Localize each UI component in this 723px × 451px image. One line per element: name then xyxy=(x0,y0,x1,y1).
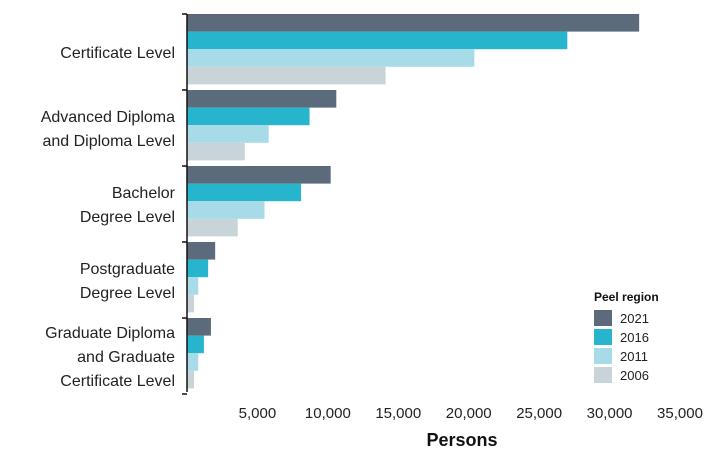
x-tick-label: 20,000 xyxy=(446,405,492,422)
bar-2016-cat-4 xyxy=(187,335,204,354)
x-tick-label: 15,000 xyxy=(375,405,421,422)
bar-2016-cat-2 xyxy=(187,183,302,202)
x-tick-label: 30,000 xyxy=(587,405,633,422)
labels-layer: 5,000 10,000 15,000 20,000 25,000 30,000 35,00… xyxy=(41,45,703,422)
bars-layer xyxy=(187,14,640,389)
x-axis-title: Persons xyxy=(426,430,497,450)
legend-label-2016: 2016 xyxy=(620,330,649,345)
bar-2006-cat-0 xyxy=(187,66,386,85)
legend-swatch-2011 xyxy=(594,348,612,364)
bar-2006-cat-3 xyxy=(187,294,195,313)
bar-2021-cat-2 xyxy=(187,166,331,184)
bar-2011-cat-1 xyxy=(187,125,269,143)
x-tick-label: 5,000 xyxy=(239,405,277,422)
legend-swatch-2006 xyxy=(594,367,612,383)
legend-label-2011: 2011 xyxy=(620,349,648,364)
bar-2011-cat-4 xyxy=(187,353,199,371)
x-tick-label: 10,000 xyxy=(305,405,351,422)
category-label: Graduate Diploma and Graduate Certificate … xyxy=(45,325,175,390)
bar-2021-cat-1 xyxy=(187,90,337,108)
bar-2016-cat-3 xyxy=(187,259,209,278)
bar-2021-cat-3 xyxy=(187,242,216,260)
category-label: Advanced Diploma and Diploma Level xyxy=(41,109,175,150)
category-label: Certificate Level xyxy=(60,45,175,62)
bar-2021-cat-4 xyxy=(187,318,211,336)
axis-layer xyxy=(182,13,188,395)
legend-swatch-2021 xyxy=(594,310,612,326)
legend-label-2021: 2021 xyxy=(620,311,649,326)
bar-2011-cat-0 xyxy=(187,49,475,67)
bar-2011-cat-3 xyxy=(187,277,199,295)
bar-2006-cat-2 xyxy=(187,218,238,237)
bar-2016-cat-0 xyxy=(187,31,568,50)
category-label: Bachelor Degree Level xyxy=(80,185,176,226)
x-tick-label: 35,000 xyxy=(657,405,703,422)
category-label: Postgraduate Degree Level xyxy=(80,261,175,302)
bar-2016-cat-1 xyxy=(187,107,310,126)
x-tick-label: 25,000 xyxy=(516,405,562,422)
legend-items: 2021 2016 2011 2006 xyxy=(594,310,649,383)
bar-2006-cat-4 xyxy=(187,370,195,389)
bar-2011-cat-2 xyxy=(187,201,265,219)
legend-swatch-2016 xyxy=(594,329,612,345)
legend: Peel region 2021 2016 2011 2006 xyxy=(594,290,659,383)
bar-2006-cat-1 xyxy=(187,142,245,161)
legend-label-2006: 2006 xyxy=(620,368,649,383)
legend-title: Peel region xyxy=(594,290,659,304)
bar-2021-cat-0 xyxy=(187,14,640,32)
